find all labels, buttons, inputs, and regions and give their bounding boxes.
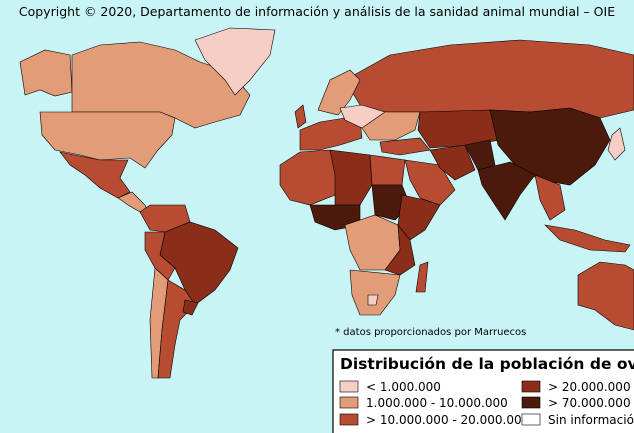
western-europe: [299, 117, 363, 151]
legend-label: 1.000.000 - 10.000.000: [366, 396, 508, 410]
india: [477, 161, 536, 221]
world-map: [19, 27, 634, 379]
uk: [294, 104, 307, 129]
legend-swatch: [339, 396, 359, 409]
legend-label: Sin información: [548, 413, 634, 427]
legend-label: > 20.000.000 - 7: [548, 380, 634, 394]
legend-label: > 70.000.000: [548, 396, 631, 410]
legend-swatch: [339, 380, 359, 393]
legend-swatch: [521, 413, 541, 426]
japan: [607, 127, 626, 161]
legend: Distribución de la población de oveja < …: [332, 349, 634, 433]
turkey: [379, 137, 431, 156]
madagascar: [415, 261, 429, 293]
egypt-libya: [369, 154, 406, 186]
legend-swatch: [521, 380, 541, 393]
greenland: [194, 27, 276, 96]
usa: [39, 111, 176, 169]
peru-bolivia: [144, 231, 176, 281]
sahel: [329, 149, 373, 206]
legend-label: < 1.000.000: [366, 380, 441, 394]
legend-label: > 10.000.000 - 20.000.000: [366, 413, 529, 427]
south-east-asia: [534, 174, 566, 221]
lesotho-area: [367, 294, 379, 306]
uruguay: [182, 299, 199, 316]
indonesia: [544, 224, 631, 253]
australia: [577, 261, 634, 331]
china-mongolia: [489, 107, 611, 186]
footnote: * datos proporcionados por Marruecos: [335, 327, 526, 338]
map-title: Copyright © 2020, Departamento de inform…: [19, 4, 615, 19]
legend-box: [332, 349, 634, 433]
north-west-africa: [279, 149, 341, 206]
eastern-europe: [361, 111, 421, 141]
legend-swatch: [339, 413, 359, 426]
russia: [344, 39, 634, 119]
alaska: [19, 49, 73, 97]
legend-title: Distribución de la población de oveja: [340, 355, 634, 373]
southern-africa: [349, 269, 401, 316]
scandinavia: [317, 69, 361, 116]
mexico: [59, 151, 131, 199]
afghanistan-pakistan: [464, 139, 496, 171]
legend-swatch: [521, 396, 541, 409]
